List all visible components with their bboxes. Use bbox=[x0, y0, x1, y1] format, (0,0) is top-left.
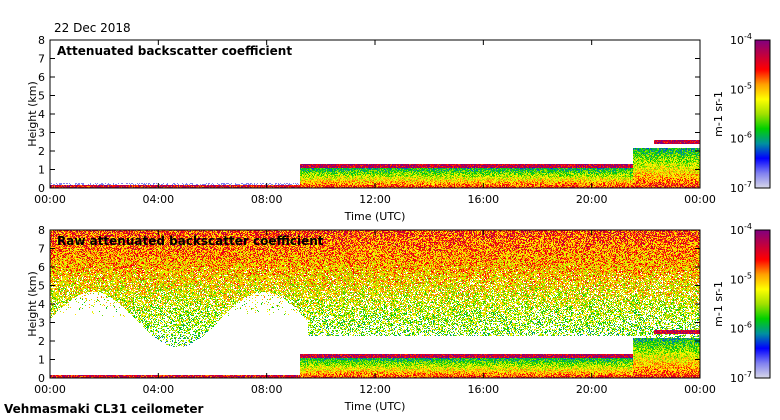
x-tick-label: 00:00 bbox=[34, 193, 66, 206]
x-tick-label: 00:00 bbox=[684, 193, 716, 206]
y-tick-label: 1 bbox=[38, 164, 45, 177]
x-axis-label: Time (UTC) bbox=[344, 400, 406, 413]
x-tick-label: 16:00 bbox=[467, 383, 499, 396]
colorbar-label: m-1 sr-1 bbox=[712, 91, 725, 137]
x-tick-label: 00:00 bbox=[34, 383, 66, 396]
plot-0-axes: 0 1 2 3 4 5 6 7 8 00:00 04:00 08:00 12:00 16:00 20:00 0… bbox=[26, 32, 771, 223]
y-tick-label: 2 bbox=[38, 145, 45, 158]
y-tick-label: 8 bbox=[38, 224, 45, 237]
y-tick-label: 5 bbox=[38, 280, 45, 293]
y-tick-label: 3 bbox=[38, 127, 45, 140]
x-tick-label: 08:00 bbox=[251, 193, 283, 206]
y-tick-label: 4 bbox=[38, 108, 45, 121]
x-tick-label: 12:00 bbox=[359, 383, 391, 396]
y-tick-label: 0 bbox=[38, 182, 45, 195]
y-tick-label: 6 bbox=[38, 261, 45, 274]
colorbar-tick-label: 10-6 bbox=[730, 321, 752, 336]
y-tick-label: 2 bbox=[38, 335, 45, 348]
y-tick-label: 3 bbox=[38, 317, 45, 330]
x-tick-label: 04:00 bbox=[142, 193, 174, 206]
colorbar-tick-label: 10-5 bbox=[730, 81, 752, 96]
x-tick-label: 20:00 bbox=[576, 193, 608, 206]
x-tick-label: 00:00 bbox=[684, 383, 716, 396]
colorbar bbox=[754, 229, 771, 379]
y-axis-label: Height (km) bbox=[26, 271, 39, 337]
y-axis-label: Height (km) bbox=[26, 81, 39, 147]
colorbar-tick-label: 10-4 bbox=[730, 32, 752, 47]
colorbar-tick-label: 10-6 bbox=[730, 131, 752, 146]
x-tick-label: 16:00 bbox=[467, 193, 499, 206]
x-tick-label: 04:00 bbox=[142, 383, 174, 396]
x-tick-label: 08:00 bbox=[251, 383, 283, 396]
colorbar-tick-label: 10-5 bbox=[730, 271, 752, 286]
plot-frame bbox=[49, 39, 701, 189]
plot-1-axes: 0 1 2 3 4 5 6 7 8 00:00 04:00 08:00 12:00 16:00 20:00 0… bbox=[26, 222, 771, 413]
x-axis-label: Time (UTC) bbox=[344, 210, 406, 223]
x-tick-label: 20:00 bbox=[576, 383, 608, 396]
y-tick-label: 8 bbox=[38, 34, 45, 47]
plot-title: Raw attenuated backscatter coefficient bbox=[57, 234, 324, 248]
colorbar-tick-label: 10-7 bbox=[730, 180, 752, 195]
backscatter-heatmap-bottom bbox=[50, 230, 700, 378]
colorbar-tick-label: 10-7 bbox=[730, 370, 752, 385]
y-tick-label: 7 bbox=[38, 53, 45, 66]
footer-label: Vehmasmaki CL31 ceilometer bbox=[4, 402, 204, 416]
backscatter-heatmap-top bbox=[50, 40, 700, 188]
y-tick-label: 5 bbox=[38, 90, 45, 103]
y-tick-label: 1 bbox=[38, 354, 45, 367]
y-tick-label: 4 bbox=[38, 298, 45, 311]
colorbar bbox=[754, 39, 771, 189]
x-tick-label: 12:00 bbox=[359, 193, 391, 206]
colorbar-tick-label: 10-4 bbox=[730, 222, 752, 237]
plot-frame bbox=[49, 229, 701, 379]
date-label: 22 Dec 2018 bbox=[54, 21, 131, 35]
plot-title: Attenuated backscatter coefficient bbox=[57, 44, 292, 58]
y-tick-label: 6 bbox=[38, 71, 45, 84]
y-tick-label: 7 bbox=[38, 243, 45, 256]
colorbar-label: m-1 sr-1 bbox=[712, 281, 725, 327]
y-tick-label: 0 bbox=[38, 372, 45, 385]
